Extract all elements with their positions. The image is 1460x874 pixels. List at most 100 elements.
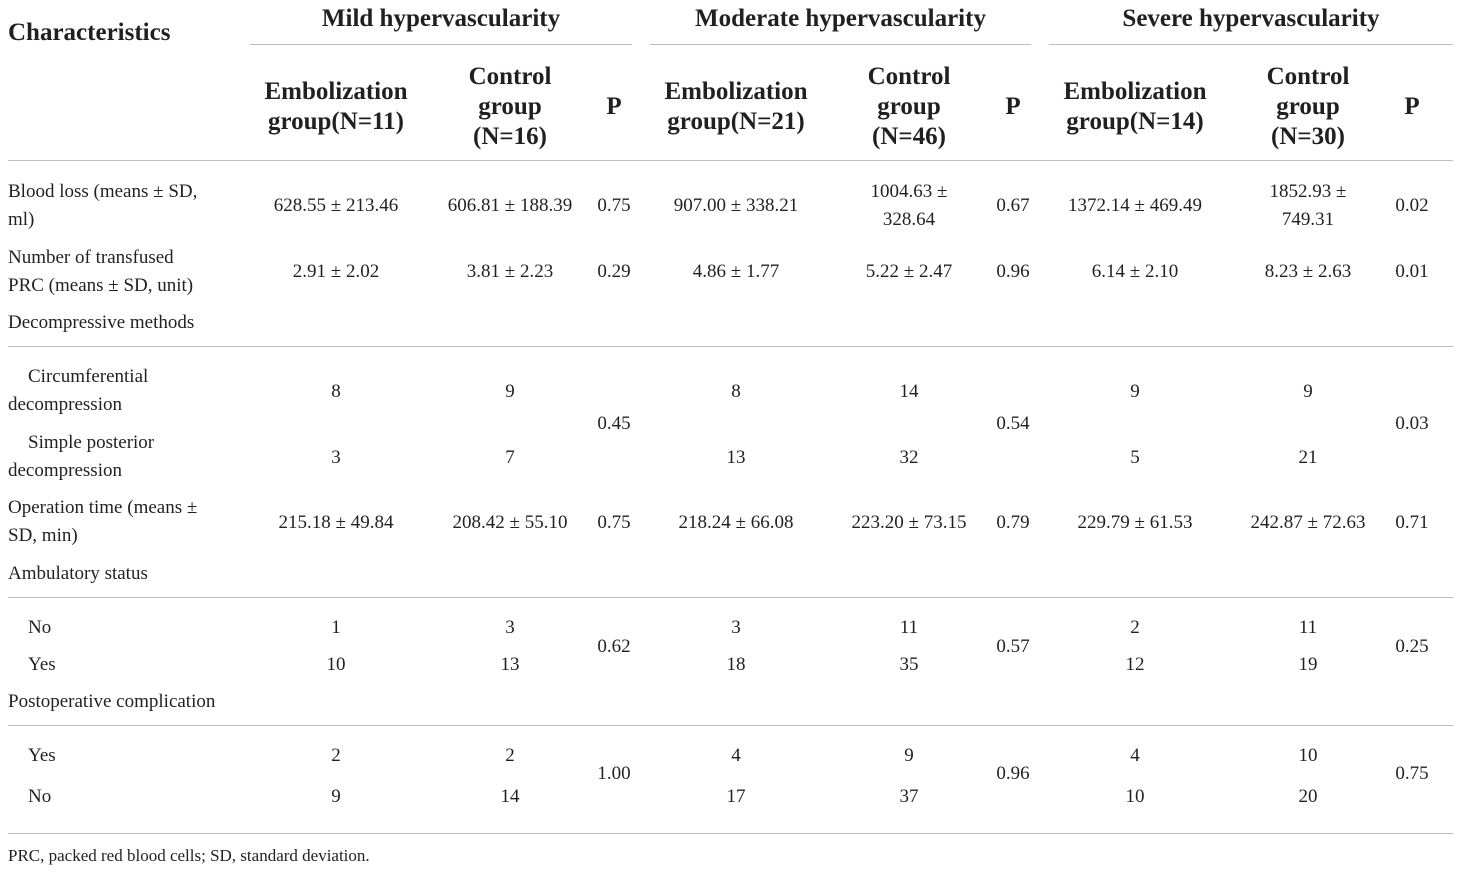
circumferential-label: Circumferential decompression	[8, 366, 149, 415]
blood-loss-severe-control: 1852.93 ±749.31	[1269, 181, 1347, 230]
complication-yes-severe-embolization: 4	[1130, 745, 1140, 766]
prc-severe-embolization: 6.14 ± 2.10	[1091, 261, 1179, 282]
blood-loss-severe-embolization: 1372.14 ± 469.49	[1068, 195, 1202, 216]
prc-mild-p: 0.29	[597, 261, 631, 282]
decompressive-mild-p: 0.45	[597, 413, 631, 434]
mild-control-header: Control group (N=16)	[468, 63, 552, 150]
ambulatory-no-moderate-control: 11	[899, 617, 919, 638]
severe-header: Severe hypervascularity	[1122, 5, 1380, 32]
circumferential-mild-embolization: 8	[331, 381, 341, 402]
ambulatory-yes-moderate-control: 35	[899, 654, 919, 675]
blood-loss-mild-control: 606.81 ± 188.39	[447, 195, 573, 216]
operation-mild-embolization: 215.18 ± 49.84	[278, 512, 394, 533]
mild-p-header: P	[606, 93, 622, 120]
operation-severe-p: 0.71	[1395, 512, 1429, 533]
posterior-mild-embolization: 3	[331, 447, 341, 468]
severe-control-header: Control group (N=30)	[1266, 63, 1350, 150]
complication-yes-mild-embolization: 2	[331, 745, 341, 766]
blood-loss-label: Blood loss (means ± SD, ml)	[8, 181, 198, 230]
group-rule-moderate	[650, 44, 1031, 45]
decompressive-methods-label: Decompressive methods	[8, 312, 195, 333]
complication-yes-severe-control: 10	[1298, 745, 1318, 766]
severe-embolization-header: Embolization group(N=14)	[1063, 78, 1207, 135]
ambulatory-no-severe-control: 11	[1298, 617, 1318, 638]
complication-severe-p: 0.75	[1395, 763, 1429, 784]
prc-moderate-control: 5.22 ± 2.47	[865, 261, 953, 282]
group-rule-mild	[250, 44, 632, 45]
operation-moderate-control: 223.20 ± 73.15	[851, 512, 967, 533]
ambulatory-yes-mild-control: 13	[500, 654, 520, 675]
decompressive-rule	[8, 346, 1453, 347]
posterior-severe-embolization: 5	[1130, 447, 1140, 468]
group-rule-severe	[1049, 44, 1453, 45]
moderate-control-header: Control group (N=46)	[867, 63, 951, 150]
circumferential-moderate-embolization: 8	[731, 381, 741, 402]
complication-no-severe-embolization: 10	[1125, 786, 1145, 807]
severe-p-header: P	[1404, 93, 1420, 120]
blood-loss-severe-p: 0.02	[1395, 195, 1429, 216]
complication-no-label: No	[28, 786, 52, 807]
ambulatory-no-label: No	[28, 617, 52, 638]
blood-loss-moderate-control: 1004.63 ±328.64	[870, 181, 948, 230]
complication-moderate-p: 0.96	[996, 763, 1030, 784]
ambulatory-moderate-p: 0.57	[996, 636, 1030, 657]
characteristics-header: Characteristics	[8, 19, 171, 46]
moderate-p-header: P	[1005, 93, 1021, 120]
complication-mild-p: 1.00	[597, 763, 631, 784]
complication-yes-label: Yes	[28, 745, 56, 766]
decompressive-severe-p: 0.03	[1395, 413, 1429, 434]
table-footnote: PRC, packed red blood cells; SD, standar…	[8, 846, 370, 865]
operation-severe-control: 242.87 ± 72.63	[1250, 512, 1366, 533]
circumferential-severe-control: 9	[1303, 381, 1313, 402]
blood-loss-moderate-p: 0.67	[996, 195, 1030, 216]
complication-no-mild-embolization: 9	[331, 786, 341, 807]
prc-severe-p: 0.01	[1395, 261, 1429, 282]
posterior-mild-control: 7	[505, 447, 515, 468]
prc-moderate-embolization: 4.86 ± 1.77	[692, 261, 780, 282]
moderate-header: Moderate hypervascularity	[695, 5, 986, 32]
blood-loss-mild-p: 0.75	[597, 195, 631, 216]
ambulatory-no-mild-control: 3	[505, 617, 515, 638]
mild-embolization-header: Embolization group(N=11)	[264, 78, 408, 135]
operation-severe-embolization: 229.79 ± 61.53	[1077, 512, 1193, 533]
prc-mild-control: 3.81 ± 2.23	[466, 261, 554, 282]
operation-mild-p: 0.75	[597, 512, 631, 533]
complication-yes-moderate-embolization: 4	[731, 745, 741, 766]
complication-yes-moderate-control: 9	[904, 745, 914, 766]
ambulatory-rule	[8, 597, 1453, 598]
moderate-embolization-header: Embolization group(N=21)	[664, 78, 808, 135]
ambulatory-yes-moderate-embolization: 18	[726, 654, 746, 675]
header-bottom-rule	[8, 160, 1453, 161]
table-bottom-rule	[8, 833, 1453, 834]
mild-header: Mild hypervascularity	[321, 5, 561, 32]
ambulatory-yes-label: Yes	[28, 654, 56, 675]
ambulatory-no-moderate-embolization: 3	[731, 617, 741, 638]
decompressive-moderate-p: 0.54	[996, 413, 1030, 434]
complication-label: Postoperative complication	[8, 691, 216, 712]
prc-label: Number of transfused PRC (means ± SD, uni…	[8, 247, 194, 296]
complication-no-moderate-control: 37	[899, 786, 919, 807]
ambulatory-yes-severe-embolization: 12	[1125, 654, 1145, 675]
ambulatory-no-severe-embolization: 2	[1130, 617, 1140, 638]
complication-rule	[8, 725, 1453, 726]
operation-moderate-embolization: 218.24 ± 66.08	[678, 512, 794, 533]
blood-loss-mild-embolization: 628.55 ± 213.46	[273, 195, 399, 216]
ambulatory-no-mild-embolization: 1	[331, 617, 341, 638]
ambulatory-yes-mild-embolization: 10	[326, 654, 346, 675]
circumferential-moderate-control: 14	[899, 381, 919, 402]
circumferential-severe-embolization: 9	[1130, 381, 1140, 402]
complication-no-moderate-embolization: 17	[726, 786, 746, 807]
ambulatory-severe-p: 0.25	[1395, 636, 1429, 657]
prc-severe-control: 8.23 ± 2.63	[1264, 261, 1352, 282]
ambulatory-yes-severe-control: 19	[1298, 654, 1318, 675]
posterior-severe-control: 21	[1298, 447, 1318, 468]
blood-loss-moderate-embolization: 907.00 ± 338.21	[673, 195, 799, 216]
operation-mild-control: 208.42 ± 55.10	[452, 512, 568, 533]
operation-moderate-p: 0.79	[996, 512, 1030, 533]
ambulatory-status-label: Ambulatory status	[8, 563, 148, 584]
posterior-moderate-control: 32	[899, 447, 919, 468]
prc-moderate-p: 0.96	[996, 261, 1030, 282]
complication-no-severe-control: 20	[1298, 786, 1318, 807]
complication-no-mild-control: 14	[500, 786, 520, 807]
